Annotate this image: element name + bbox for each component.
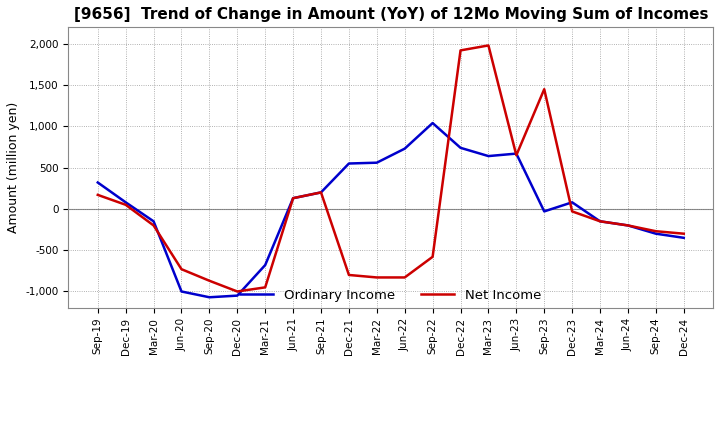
Net Income [94, 192, 102, 198]
Net Income [484, 43, 492, 48]
Ordinary Income [400, 146, 409, 151]
Ordinary Income [595, 219, 604, 224]
Ordinary Income [540, 209, 549, 214]
Ordinary Income [261, 262, 269, 268]
Net Income [317, 190, 325, 195]
Net Income [149, 223, 158, 228]
Ordinary Income [317, 190, 325, 195]
Net Income [233, 289, 242, 294]
Net Income [177, 267, 186, 272]
Net Income [122, 202, 130, 207]
Ordinary Income [624, 223, 632, 228]
Ordinary Income [205, 295, 214, 300]
Net Income [624, 223, 632, 228]
Net Income [400, 275, 409, 280]
Ordinary Income [149, 219, 158, 224]
Net Income [372, 275, 381, 280]
Ordinary Income [568, 200, 577, 205]
Net Income [680, 231, 688, 236]
Y-axis label: Amount (million yen): Amount (million yen) [7, 102, 20, 233]
Ordinary Income [484, 154, 492, 159]
Ordinary Income [512, 151, 521, 156]
Ordinary Income [652, 231, 660, 236]
Ordinary Income [345, 161, 354, 166]
Line: Net Income: Net Income [98, 45, 684, 291]
Ordinary Income [289, 195, 297, 201]
Ordinary Income [94, 180, 102, 185]
Net Income [568, 209, 577, 214]
Ordinary Income [177, 289, 186, 294]
Line: Ordinary Income: Ordinary Income [98, 123, 684, 297]
Ordinary Income [122, 200, 130, 205]
Net Income [428, 254, 437, 260]
Ordinary Income [233, 293, 242, 298]
Net Income [205, 278, 214, 283]
Net Income [595, 219, 604, 224]
Net Income [512, 153, 521, 158]
Ordinary Income [428, 121, 437, 126]
Net Income [540, 87, 549, 92]
Net Income [345, 272, 354, 278]
Title: [9656]  Trend of Change in Amount (YoY) of 12Mo Moving Sum of Incomes: [9656] Trend of Change in Amount (YoY) o… [73, 7, 708, 22]
Legend: Ordinary Income, Net Income: Ordinary Income, Net Income [235, 283, 546, 307]
Net Income [652, 228, 660, 234]
Net Income [289, 195, 297, 201]
Ordinary Income [456, 145, 465, 150]
Ordinary Income [372, 160, 381, 165]
Net Income [456, 48, 465, 53]
Net Income [261, 285, 269, 290]
Ordinary Income [680, 235, 688, 240]
